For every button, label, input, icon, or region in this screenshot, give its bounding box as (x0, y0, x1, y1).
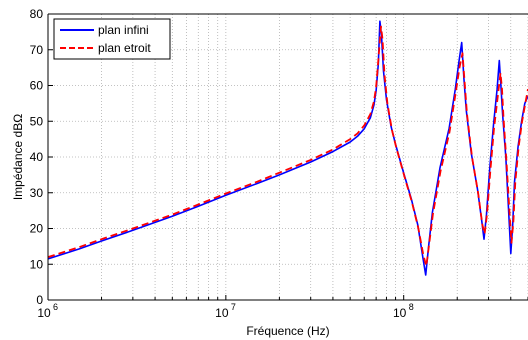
y-tick-label: 80 (30, 7, 44, 21)
x-tick-label-exponent: 7 (231, 302, 236, 312)
y-axis-label: Impédance dBΩ (11, 114, 25, 200)
x-tick-label-exponent: 8 (409, 302, 414, 312)
y-tick-label: 60 (30, 79, 44, 93)
grid (47, 14, 528, 300)
x-tick-label-exponent: 6 (53, 302, 58, 312)
y-tick-label: 10 (30, 257, 44, 271)
legend: plan infini plan etroit (53, 18, 171, 60)
legend-label-plan-etroit: plan etroit (98, 41, 151, 55)
x-axis-label: Fréquence (Hz) (246, 324, 329, 338)
y-tick-label: 0 (36, 293, 43, 307)
y-tick-label: 50 (30, 114, 44, 128)
y-tick-label: 20 (30, 222, 44, 236)
y-tick-label: 70 (30, 43, 44, 57)
x-tick-label: 10 (37, 306, 51, 320)
y-tick-label: 40 (30, 150, 44, 164)
series-layer (48, 20, 528, 276)
ticks (47, 13, 528, 301)
legend-box (53, 18, 171, 60)
y-tick-label: 30 (30, 186, 44, 200)
series-line-plan-etroit (48, 25, 528, 267)
x-tick-label: 10 (393, 306, 407, 320)
x-tick-label: 10 (215, 306, 229, 320)
legend-label-plan-infini: plan infini (98, 23, 149, 37)
